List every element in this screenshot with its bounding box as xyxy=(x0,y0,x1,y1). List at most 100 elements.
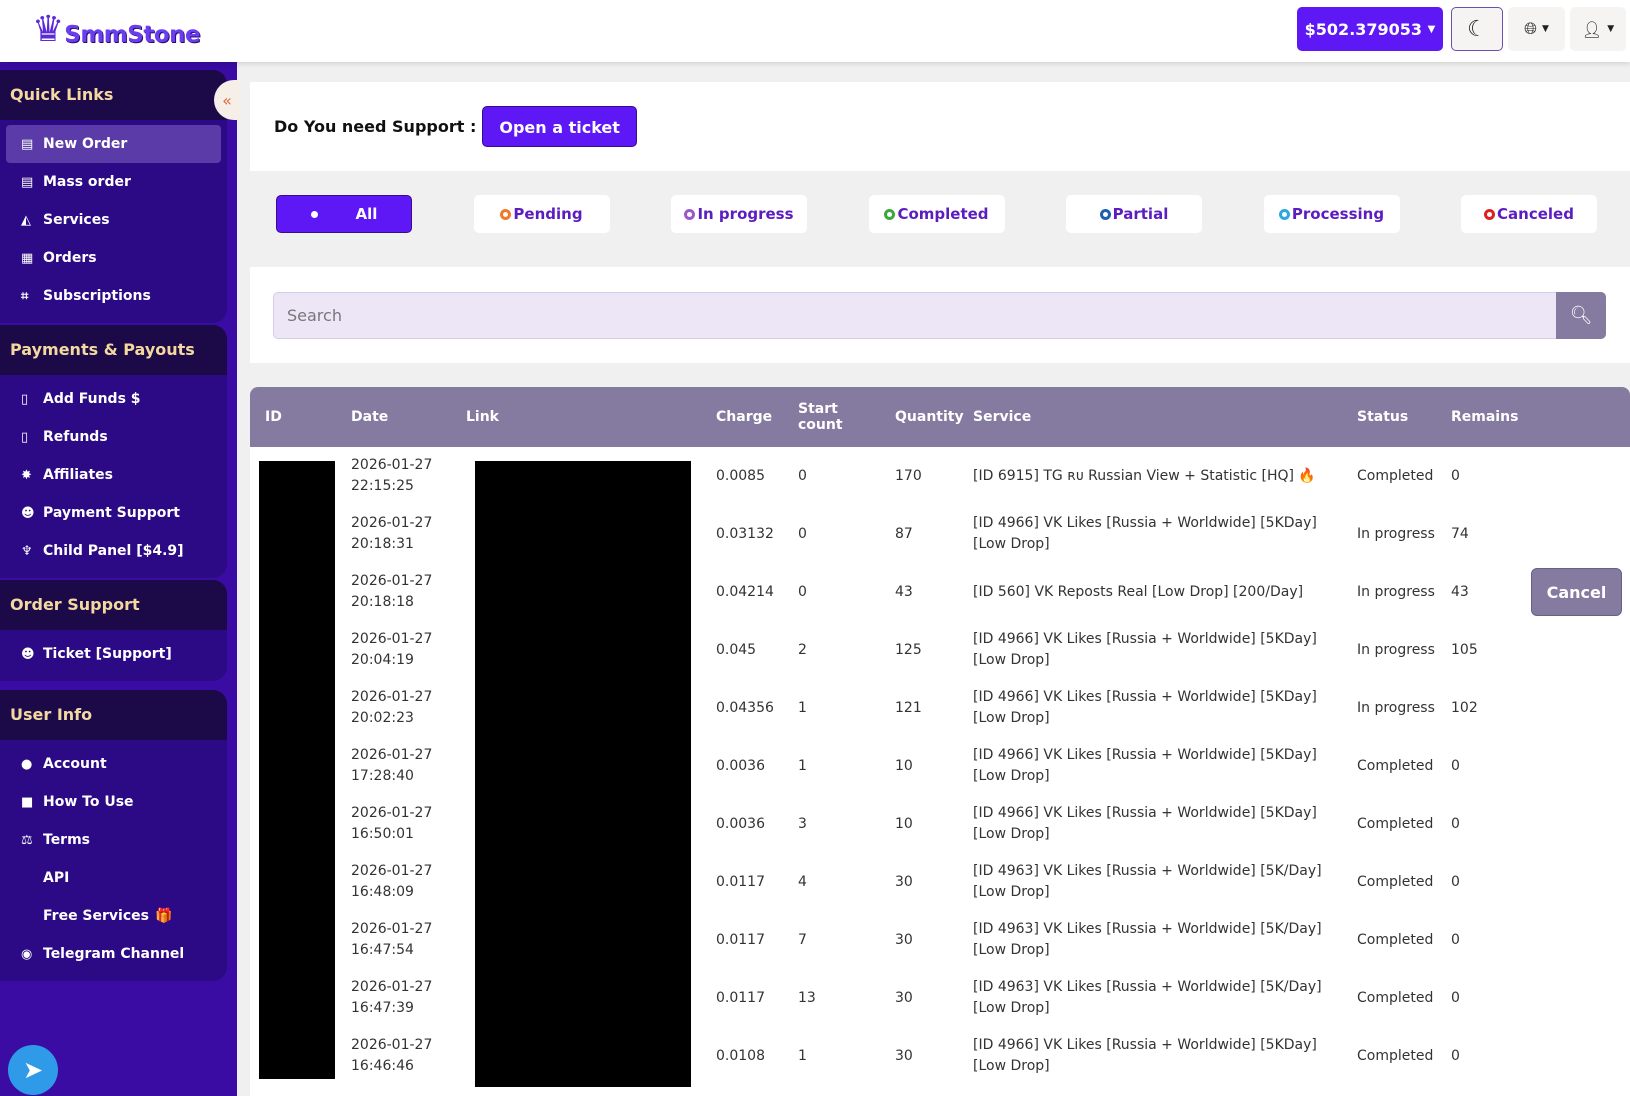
service: [ID 4966] VK Likes [Russia + Worldwide] … xyxy=(973,805,1317,842)
charge: 0.03132 xyxy=(716,525,774,542)
time: 16:47:39 xyxy=(351,1000,414,1016)
sidebar-item-label: Orders xyxy=(43,250,97,266)
theme-toggle-button[interactable]: ☾ xyxy=(1451,7,1503,51)
search-button[interactable]: 🔍︎ xyxy=(1556,292,1606,339)
status-dot-icon xyxy=(884,208,896,220)
column-header: Link xyxy=(451,387,701,447)
service: [ID 4966] VK Likes [Russia + Worldwide] … xyxy=(973,515,1317,552)
start-count: 1 xyxy=(798,1047,807,1064)
user-menu-dropdown[interactable]: 👤︎ ▼ xyxy=(1570,7,1626,51)
actions xyxy=(1516,505,1630,563)
sidebar: Quick Links ▤ New Order ▤ Mass order ◭ Service… xyxy=(0,62,237,1096)
charge: 0.0036 xyxy=(716,815,765,832)
filter-processing[interactable]: Processing xyxy=(1263,195,1400,233)
status-dot-icon xyxy=(684,208,696,220)
service: [ID 560] VK Reposts Real [Low Drop] [200… xyxy=(973,583,1304,600)
start-count: 0 xyxy=(798,525,807,542)
sidebar-item-payment-support[interactable]: ☻ Payment Support xyxy=(6,494,221,532)
filter-pending[interactable]: Pending xyxy=(473,195,610,233)
date: 2026-01-27 xyxy=(351,689,433,705)
sidebar-item-affiliates[interactable]: ✸ Affiliates xyxy=(6,456,221,494)
time: 22:15:25 xyxy=(351,478,414,494)
date: 2026-01-27 xyxy=(351,457,433,473)
sidebar-item-label: Mass order xyxy=(43,174,131,190)
logo[interactable]: ♛ SmmStone xyxy=(32,12,201,49)
sidebar-item-add-funds[interactable]: ▯ Add Funds $ xyxy=(6,380,221,418)
start-count: 3 xyxy=(798,815,807,832)
column-header: Charge xyxy=(701,387,783,447)
service: [ID 4963] VK Likes [Russia + Worldwide] … xyxy=(973,863,1322,900)
sidebar-item-api[interactable]: API xyxy=(6,859,221,897)
sidebar-item-label: Refunds xyxy=(43,429,108,445)
quantity: 30 xyxy=(895,989,913,1006)
collapse-sidebar-button[interactable]: « xyxy=(214,80,240,120)
sidebar-item-ticket-support[interactable]: ☻ Ticket [Support] xyxy=(6,635,221,673)
sidebar-item-subscriptions[interactable]: ⌗ Subscriptions xyxy=(6,277,221,315)
filter-in-progress[interactable]: In progress xyxy=(671,195,807,233)
moon-icon: ☾ xyxy=(1467,16,1487,42)
table-row: 2026-01-27 16:46:46 0.0108 1 30 [ID 4966]… xyxy=(250,1027,1630,1085)
time: 17:28:40 xyxy=(351,768,414,784)
open-ticket-button[interactable]: Open a ticket xyxy=(482,106,637,147)
filter-all[interactable]: All xyxy=(276,195,412,233)
date: 2026-01-27 xyxy=(351,805,433,821)
table-row: 2026-01-27 22:15:25 0.0085 0 170 [ID 6915… xyxy=(250,447,1630,505)
sidebar-item-free-services[interactable]: Free Services 🎁 xyxy=(6,897,221,935)
balance-dropdown[interactable]: $502.379053 ▼ xyxy=(1297,7,1443,51)
sidebar-item-services[interactable]: ◭ Services xyxy=(6,201,221,239)
sidebar-section-title: Payments & Payouts xyxy=(0,325,227,375)
sidebar-item-terms[interactable]: ⚖ Terms xyxy=(6,821,221,859)
sidebar-item-new-order[interactable]: ▤ New Order xyxy=(6,125,221,163)
order-date: 2026-01-27 16:50:01 xyxy=(336,795,451,853)
quantity: 125 xyxy=(895,641,922,658)
user-icon: ● xyxy=(21,756,33,772)
status: In progress xyxy=(1357,583,1435,600)
sidebar-item-orders[interactable]: ▦ Orders xyxy=(6,239,221,277)
table-row: 2026-01-27 16:50:01 0.0036 3 10 [ID 4966]… xyxy=(250,795,1630,853)
filter-canceled[interactable]: Canceled xyxy=(1461,195,1597,233)
actions xyxy=(1516,911,1630,969)
status-dot-icon xyxy=(1099,208,1111,220)
sidebar-section-title: User Info xyxy=(0,690,227,740)
redacted-ids xyxy=(259,461,335,1079)
services-icon: ◭ xyxy=(21,212,31,228)
brand-name: SmmStone xyxy=(64,22,201,48)
filter-partial[interactable]: Partial xyxy=(1066,195,1202,233)
filter-completed[interactable]: Completed xyxy=(868,195,1005,233)
quantity: 30 xyxy=(895,873,913,890)
column-header: Quantity xyxy=(880,387,964,447)
sidebar-item-how-to-use[interactable]: ■ How To Use xyxy=(6,783,221,821)
status: In progress xyxy=(1357,699,1435,716)
cancel-order-button[interactable]: Cancel xyxy=(1531,568,1622,616)
sidebar-item-telegram-channel[interactable]: ◉ Telegram Channel xyxy=(6,935,221,973)
filter-label: Partial xyxy=(1112,205,1169,223)
charge: 0.0036 xyxy=(716,757,765,774)
actions xyxy=(1516,737,1630,795)
telegram-float-button[interactable]: ➤ xyxy=(8,1045,58,1095)
sidebar-item-account[interactable]: ● Account xyxy=(6,745,221,783)
sidebar-item-mass-order[interactable]: ▤ Mass order xyxy=(6,163,221,201)
support-icon: ☻ xyxy=(21,505,35,521)
sidebar-item-label: Add Funds $ xyxy=(43,391,141,407)
crop-icon: ⌗ xyxy=(21,288,29,304)
table-row: 2026-01-27 20:02:23 0.04356 1 121 [ID 496… xyxy=(250,679,1630,737)
remains: 0 xyxy=(1451,1047,1460,1064)
sidebar-item-child-panel-4-9[interactable]: ♆ Child Panel [$4.9] xyxy=(6,532,221,570)
status: Completed xyxy=(1357,931,1434,948)
search-input[interactable]: Search xyxy=(273,292,1557,339)
support-icon: ☻ xyxy=(21,646,35,662)
charge: 0.0085 xyxy=(716,467,765,484)
search-card: Search 🔍︎ xyxy=(250,267,1630,363)
quantity: 30 xyxy=(895,1047,913,1064)
sidebar-item-label: Subscriptions xyxy=(43,288,151,304)
time: 20:02:23 xyxy=(351,710,414,726)
sidebar-section: Order Support ☻ Ticket [Support] xyxy=(0,580,227,681)
language-dropdown[interactable]: 🌐︎ ▼ xyxy=(1508,7,1565,51)
scale-icon: ⚖ xyxy=(21,832,33,848)
start-count: 1 xyxy=(798,699,807,716)
table-row: 2026-01-27 20:18:18 0.04214 0 43 [ID 560]… xyxy=(250,563,1630,621)
sidebar-item-refunds[interactable]: ▯ Refunds xyxy=(6,418,221,456)
sidebar-section-title: Quick Links xyxy=(0,70,227,120)
sidebar-item-label: Ticket [Support] xyxy=(43,646,172,662)
table-row: 2026-01-27 17:28:40 0.0036 1 10 [ID 4966]… xyxy=(250,737,1630,795)
